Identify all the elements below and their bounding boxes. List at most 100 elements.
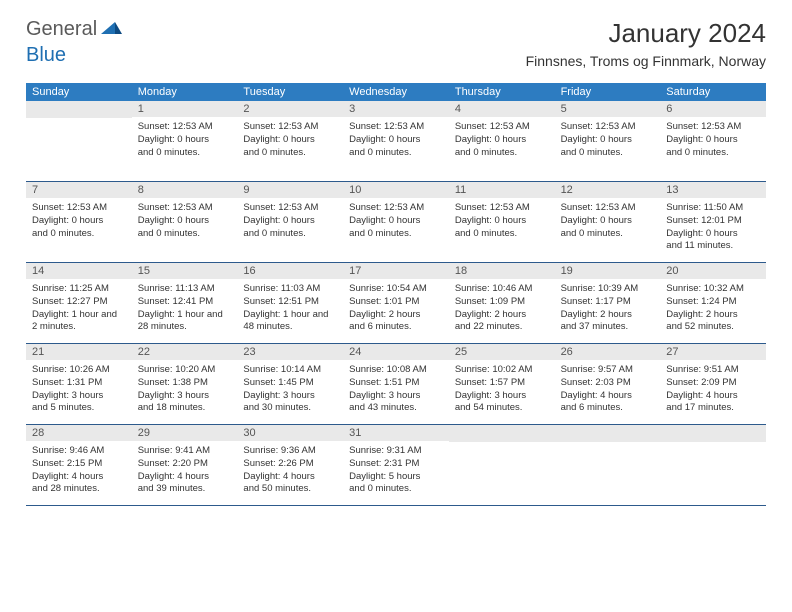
day-number: 15 bbox=[132, 263, 238, 279]
day-details: Sunset: 12:53 AMDaylight: 0 hoursand 0 m… bbox=[26, 198, 132, 240]
day-details: Sunrise: 10:20 AMSunset: 1:38 PMDaylight… bbox=[132, 360, 238, 415]
day-cell: 8Sunset: 12:53 AMDaylight: 0 hoursand 0 … bbox=[132, 182, 238, 262]
title-block: January 2024 Finnsnes, Troms og Finnmark… bbox=[526, 18, 766, 69]
day-cell: 4Sunset: 12:53 AMDaylight: 0 hoursand 0 … bbox=[449, 101, 555, 181]
day-details: Sunset: 12:53 AMDaylight: 0 hoursand 0 m… bbox=[660, 117, 766, 159]
weekday-wednesday: Wednesday bbox=[343, 83, 449, 101]
day-details: Sunrise: 10:26 AMSunset: 1:31 PMDaylight… bbox=[26, 360, 132, 415]
day-cell bbox=[555, 425, 661, 505]
day-number: 22 bbox=[132, 344, 238, 360]
day-details: Sunrise: 10:02 AMSunset: 1:57 PMDaylight… bbox=[449, 360, 555, 415]
day-number: 5 bbox=[555, 101, 661, 117]
day-cell: 28Sunrise: 9:46 AMSunset: 2:15 PMDayligh… bbox=[26, 425, 132, 505]
day-details: Sunrise: 10:08 AMSunset: 1:51 PMDaylight… bbox=[343, 360, 449, 415]
week-row: 28Sunrise: 9:46 AMSunset: 2:15 PMDayligh… bbox=[26, 425, 766, 506]
day-cell: 13Sunrise: 11:50 AMSunset: 12:01 PMDayli… bbox=[660, 182, 766, 262]
day-details: Sunrise: 10:54 AMSunset: 1:01 PMDaylight… bbox=[343, 279, 449, 334]
day-details: Sunset: 12:53 AMDaylight: 0 hoursand 0 m… bbox=[237, 198, 343, 240]
day-number: 16 bbox=[237, 263, 343, 279]
day-cell: 16Sunrise: 11:03 AMSunset: 12:51 PMDayli… bbox=[237, 263, 343, 343]
day-number: 27 bbox=[660, 344, 766, 360]
day-cell: 25Sunrise: 10:02 AMSunset: 1:57 PMDaylig… bbox=[449, 344, 555, 424]
day-details: Sunset: 12:53 AMDaylight: 0 hoursand 0 m… bbox=[449, 117, 555, 159]
weekday-header: Sunday Monday Tuesday Wednesday Thursday… bbox=[26, 83, 766, 101]
day-details: Sunrise: 11:50 AMSunset: 12:01 PMDayligh… bbox=[660, 198, 766, 253]
day-cell: 12Sunset: 12:53 AMDaylight: 0 hoursand 0… bbox=[555, 182, 661, 262]
day-number: 12 bbox=[555, 182, 661, 198]
day-details: Sunrise: 9:36 AMSunset: 2:26 PMDaylight:… bbox=[237, 441, 343, 496]
day-cell: 26Sunrise: 9:57 AMSunset: 2:03 PMDayligh… bbox=[555, 344, 661, 424]
day-number: 4 bbox=[449, 101, 555, 117]
day-details: Sunrise: 9:31 AMSunset: 2:31 PMDaylight:… bbox=[343, 441, 449, 496]
day-cell bbox=[26, 101, 132, 181]
day-number: 7 bbox=[26, 182, 132, 198]
day-details: Sunrise: 11:25 AMSunset: 12:27 PMDayligh… bbox=[26, 279, 132, 334]
day-details: Sunrise: 11:13 AMSunset: 12:41 PMDayligh… bbox=[132, 279, 238, 334]
week-row: 7Sunset: 12:53 AMDaylight: 0 hoursand 0 … bbox=[26, 182, 766, 263]
calendar: Sunday Monday Tuesday Wednesday Thursday… bbox=[26, 83, 766, 506]
day-number bbox=[555, 425, 661, 442]
day-number: 1 bbox=[132, 101, 238, 117]
day-details: Sunset: 12:53 AMDaylight: 0 hoursand 0 m… bbox=[343, 198, 449, 240]
day-cell: 1Sunset: 12:53 AMDaylight: 0 hoursand 0 … bbox=[132, 101, 238, 181]
day-number: 19 bbox=[555, 263, 661, 279]
day-number bbox=[449, 425, 555, 442]
day-number: 17 bbox=[343, 263, 449, 279]
day-details: Sunrise: 11:03 AMSunset: 12:51 PMDayligh… bbox=[237, 279, 343, 334]
day-number: 10 bbox=[343, 182, 449, 198]
weekday-saturday: Saturday bbox=[660, 83, 766, 101]
day-details: Sunset: 12:53 AMDaylight: 0 hoursand 0 m… bbox=[555, 198, 661, 240]
day-number: 8 bbox=[132, 182, 238, 198]
day-cell: 2Sunset: 12:53 AMDaylight: 0 hoursand 0 … bbox=[237, 101, 343, 181]
day-cell: 23Sunrise: 10:14 AMSunset: 1:45 PMDaylig… bbox=[237, 344, 343, 424]
weekday-friday: Friday bbox=[555, 83, 661, 101]
day-details: Sunrise: 10:14 AMSunset: 1:45 PMDaylight… bbox=[237, 360, 343, 415]
day-number bbox=[660, 425, 766, 442]
day-cell: 24Sunrise: 10:08 AMSunset: 1:51 PMDaylig… bbox=[343, 344, 449, 424]
day-cell: 9Sunset: 12:53 AMDaylight: 0 hoursand 0 … bbox=[237, 182, 343, 262]
week-row: 21Sunrise: 10:26 AMSunset: 1:31 PMDaylig… bbox=[26, 344, 766, 425]
day-cell bbox=[660, 425, 766, 505]
header: General January 2024 Finnsnes, Troms og … bbox=[0, 0, 792, 77]
day-cell: 10Sunset: 12:53 AMDaylight: 0 hoursand 0… bbox=[343, 182, 449, 262]
day-cell: 18Sunrise: 10:46 AMSunset: 1:09 PMDaylig… bbox=[449, 263, 555, 343]
day-number: 31 bbox=[343, 425, 449, 441]
day-number: 2 bbox=[237, 101, 343, 117]
brand-blue-wrap: Blue bbox=[26, 44, 66, 67]
day-details: Sunrise: 10:46 AMSunset: 1:09 PMDaylight… bbox=[449, 279, 555, 334]
day-details: Sunrise: 10:39 AMSunset: 1:17 PMDaylight… bbox=[555, 279, 661, 334]
day-cell: 21Sunrise: 10:26 AMSunset: 1:31 PMDaylig… bbox=[26, 344, 132, 424]
brand-blue: Blue bbox=[26, 44, 66, 66]
day-details: Sunset: 12:53 AMDaylight: 0 hoursand 0 m… bbox=[132, 117, 238, 159]
day-cell: 19Sunrise: 10:39 AMSunset: 1:17 PMDaylig… bbox=[555, 263, 661, 343]
day-details: Sunset: 12:53 AMDaylight: 0 hoursand 0 m… bbox=[449, 198, 555, 240]
week-row: 1Sunset: 12:53 AMDaylight: 0 hoursand 0 … bbox=[26, 101, 766, 182]
brand-logo: General bbox=[26, 18, 125, 41]
day-cell: 22Sunrise: 10:20 AMSunset: 1:38 PMDaylig… bbox=[132, 344, 238, 424]
day-cell: 5Sunset: 12:53 AMDaylight: 0 hoursand 0 … bbox=[555, 101, 661, 181]
day-cell: 6Sunset: 12:53 AMDaylight: 0 hoursand 0 … bbox=[660, 101, 766, 181]
day-number: 20 bbox=[660, 263, 766, 279]
day-number: 18 bbox=[449, 263, 555, 279]
day-cell: 17Sunrise: 10:54 AMSunset: 1:01 PMDaylig… bbox=[343, 263, 449, 343]
day-number: 6 bbox=[660, 101, 766, 117]
day-cell: 11Sunset: 12:53 AMDaylight: 0 hoursand 0… bbox=[449, 182, 555, 262]
day-cell: 29Sunrise: 9:41 AMSunset: 2:20 PMDayligh… bbox=[132, 425, 238, 505]
day-cell: 27Sunrise: 9:51 AMSunset: 2:09 PMDayligh… bbox=[660, 344, 766, 424]
day-details: Sunset: 12:53 AMDaylight: 0 hoursand 0 m… bbox=[555, 117, 661, 159]
day-details: Sunrise: 9:46 AMSunset: 2:15 PMDaylight:… bbox=[26, 441, 132, 496]
day-number: 25 bbox=[449, 344, 555, 360]
weekday-thursday: Thursday bbox=[449, 83, 555, 101]
day-details: Sunrise: 9:57 AMSunset: 2:03 PMDaylight:… bbox=[555, 360, 661, 415]
day-details: Sunset: 12:53 AMDaylight: 0 hoursand 0 m… bbox=[132, 198, 238, 240]
day-cell: 7Sunset: 12:53 AMDaylight: 0 hoursand 0 … bbox=[26, 182, 132, 262]
day-number: 14 bbox=[26, 263, 132, 279]
day-cell: 15Sunrise: 11:13 AMSunset: 12:41 PMDayli… bbox=[132, 263, 238, 343]
day-number: 29 bbox=[132, 425, 238, 441]
day-number: 26 bbox=[555, 344, 661, 360]
day-cell: 14Sunrise: 11:25 AMSunset: 12:27 PMDayli… bbox=[26, 263, 132, 343]
location-label: Finnsnes, Troms og Finnmark, Norway bbox=[526, 53, 766, 69]
day-number: 3 bbox=[343, 101, 449, 117]
day-cell: 20Sunrise: 10:32 AMSunset: 1:24 PMDaylig… bbox=[660, 263, 766, 343]
day-number: 24 bbox=[343, 344, 449, 360]
